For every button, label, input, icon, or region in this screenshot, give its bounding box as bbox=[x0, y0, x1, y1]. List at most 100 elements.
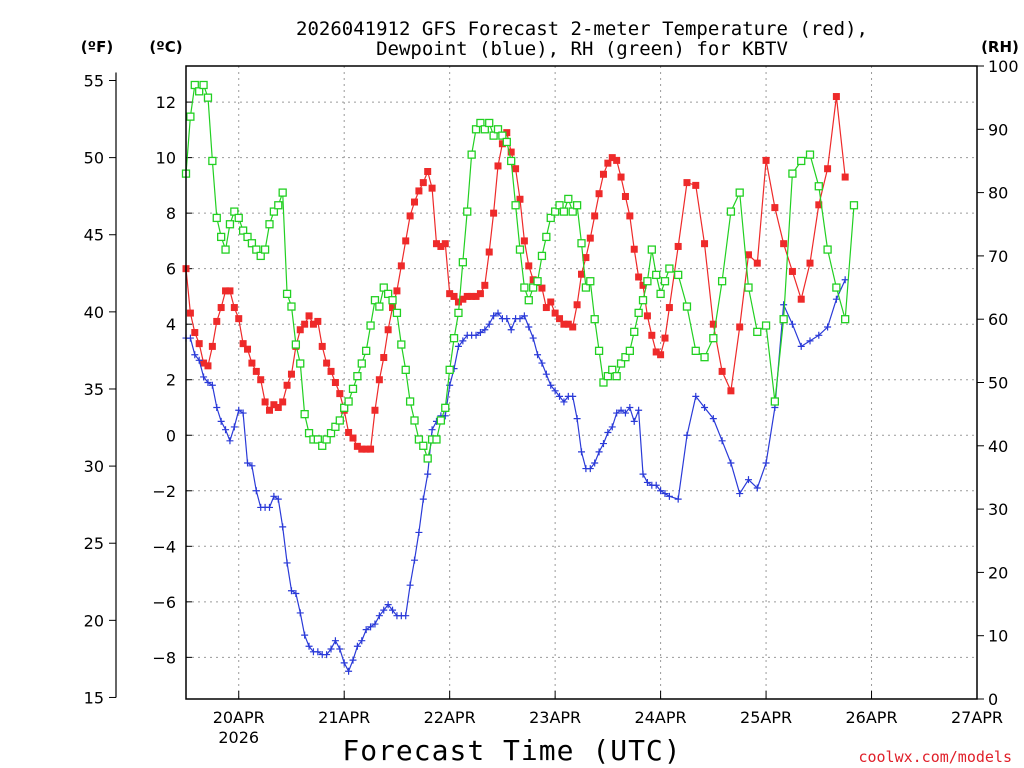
data-point bbox=[195, 356, 203, 364]
rh-tick-label: 10 bbox=[988, 627, 1008, 646]
data-point bbox=[643, 478, 651, 486]
data-point bbox=[555, 201, 564, 210]
data-point bbox=[643, 277, 652, 286]
data-point bbox=[186, 334, 194, 342]
data-point bbox=[639, 470, 647, 478]
x-tick-sublabel: 2026 bbox=[218, 728, 259, 747]
data-point bbox=[621, 409, 629, 417]
data-point bbox=[507, 326, 515, 334]
celsius-tick-label: −8 bbox=[152, 648, 176, 667]
series-line bbox=[185, 96, 846, 450]
data-point bbox=[454, 298, 462, 306]
data-point bbox=[805, 150, 815, 159]
plot-frame bbox=[185, 65, 978, 700]
data-point bbox=[529, 283, 538, 292]
fahrenheit-tick-label: 15 bbox=[84, 688, 104, 707]
data-point bbox=[199, 80, 208, 90]
data-point bbox=[282, 289, 292, 299]
data-point bbox=[832, 93, 840, 101]
rh-tick-label: 30 bbox=[988, 500, 1008, 519]
data-point bbox=[235, 315, 243, 323]
data-point bbox=[568, 207, 577, 216]
data-point bbox=[608, 365, 617, 374]
data-point bbox=[274, 201, 283, 210]
data-point bbox=[770, 397, 780, 406]
celsius-tick-label: 6 bbox=[166, 260, 176, 279]
data-point bbox=[815, 331, 823, 339]
data-point bbox=[191, 329, 199, 337]
data-point bbox=[367, 445, 375, 453]
data-point bbox=[516, 315, 524, 323]
grid-lines bbox=[186, 66, 978, 699]
data-point bbox=[200, 359, 208, 367]
data-point bbox=[327, 645, 335, 653]
data-point bbox=[489, 131, 498, 140]
celsius-tick-label: −2 bbox=[152, 482, 176, 501]
data-point bbox=[305, 312, 313, 320]
data-point bbox=[349, 434, 357, 442]
data-point bbox=[560, 398, 568, 406]
data-point bbox=[301, 320, 309, 328]
data-point bbox=[617, 406, 625, 414]
data-point bbox=[564, 194, 573, 204]
data-point bbox=[709, 415, 717, 423]
data-point bbox=[578, 448, 585, 456]
data-point bbox=[345, 428, 353, 436]
data-point bbox=[353, 442, 361, 450]
data-point bbox=[569, 392, 577, 400]
data-point bbox=[550, 207, 560, 216]
data-point bbox=[718, 437, 726, 445]
data-point bbox=[331, 379, 339, 386]
data-point bbox=[529, 334, 537, 342]
data-point bbox=[248, 462, 256, 470]
x-tick-label: 24APR bbox=[635, 708, 687, 727]
data-point bbox=[595, 448, 603, 456]
data-point bbox=[265, 503, 273, 511]
data-point bbox=[191, 351, 199, 359]
data-point bbox=[445, 365, 454, 374]
data-point bbox=[700, 353, 709, 362]
rh-tick-label: 70 bbox=[988, 247, 1008, 266]
data-point bbox=[476, 290, 484, 298]
data-point bbox=[296, 359, 305, 368]
data-point bbox=[533, 277, 542, 286]
x-tick-label: 26APR bbox=[845, 708, 897, 727]
data-point bbox=[389, 304, 397, 312]
data-point bbox=[397, 262, 405, 270]
data-point bbox=[625, 346, 634, 356]
data-point bbox=[577, 239, 586, 248]
data-point bbox=[849, 201, 859, 210]
data-point bbox=[296, 609, 304, 617]
data-point bbox=[471, 125, 481, 134]
data-point bbox=[389, 606, 397, 614]
data-point bbox=[269, 207, 279, 216]
data-point bbox=[534, 351, 542, 359]
data-point bbox=[841, 173, 849, 181]
data-point bbox=[613, 409, 621, 417]
data-point bbox=[410, 416, 419, 425]
data-point bbox=[323, 359, 331, 367]
data-point bbox=[203, 93, 213, 102]
data-point bbox=[573, 301, 581, 309]
data-point bbox=[238, 226, 248, 235]
data-point bbox=[498, 140, 506, 148]
data-point bbox=[225, 220, 235, 229]
data-point bbox=[590, 315, 599, 324]
data-point bbox=[283, 559, 291, 567]
data-point bbox=[744, 283, 753, 292]
data-point bbox=[806, 337, 814, 345]
data-point bbox=[537, 251, 547, 261]
data-point bbox=[375, 612, 383, 620]
data-point bbox=[621, 353, 630, 362]
data-point bbox=[556, 392, 564, 400]
rh-tick-label: 90 bbox=[988, 120, 1008, 139]
data-point bbox=[222, 426, 230, 434]
data-point bbox=[595, 190, 603, 198]
data-point bbox=[538, 359, 546, 367]
data-point bbox=[780, 240, 788, 248]
data-point bbox=[502, 137, 511, 147]
celsius-tick-label: −6 bbox=[152, 593, 176, 612]
data-point bbox=[717, 277, 727, 286]
data-point bbox=[424, 470, 432, 478]
